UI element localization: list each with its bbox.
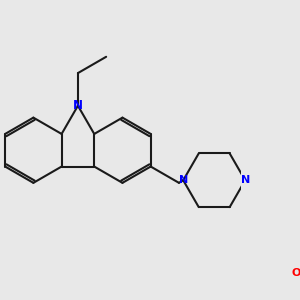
Text: N: N	[241, 175, 250, 185]
Text: N: N	[73, 99, 83, 112]
Text: N: N	[178, 175, 188, 185]
Text: O: O	[292, 268, 300, 278]
